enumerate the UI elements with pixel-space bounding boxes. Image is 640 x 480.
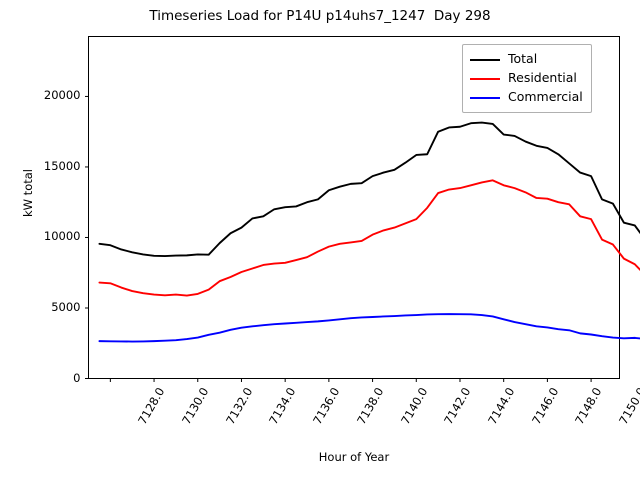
legend-swatch-total [470,58,500,61]
axes-frame [88,36,620,379]
y-axis-label: kW total [21,169,35,217]
legend-label-total: Total [508,51,538,67]
series-line-commercial [98,313,640,343]
y-axis-ticks [85,95,89,379]
legend-swatch-commercial [470,96,500,99]
legend-label-residential: Residential [508,70,577,86]
x-axis-ticks [109,378,592,382]
y-tick-label: 10000 [43,229,81,244]
series-line-total [98,121,640,258]
legend-swatch-residential [470,77,500,80]
legend-item-residential: Residential [470,69,583,88]
legend-item-total: Total [470,50,583,69]
x-axis-label: Hour of Year [318,450,390,464]
data-series-group [98,121,640,343]
y-tick-label: 20000 [43,88,81,103]
y-tick-label: 15000 [43,158,81,173]
chart-legend: Total Residential Commercial [462,44,592,113]
chart-title: Timeseries Load for P14U p14uhs7_1247 Da… [149,8,491,24]
y-tick-label: 0 [73,370,81,385]
legend-item-commercial: Commercial [470,88,583,107]
y-tick-label: 5000 [51,299,81,314]
series-line-residential [98,179,640,297]
legend-label-commercial: Commercial [508,89,583,105]
